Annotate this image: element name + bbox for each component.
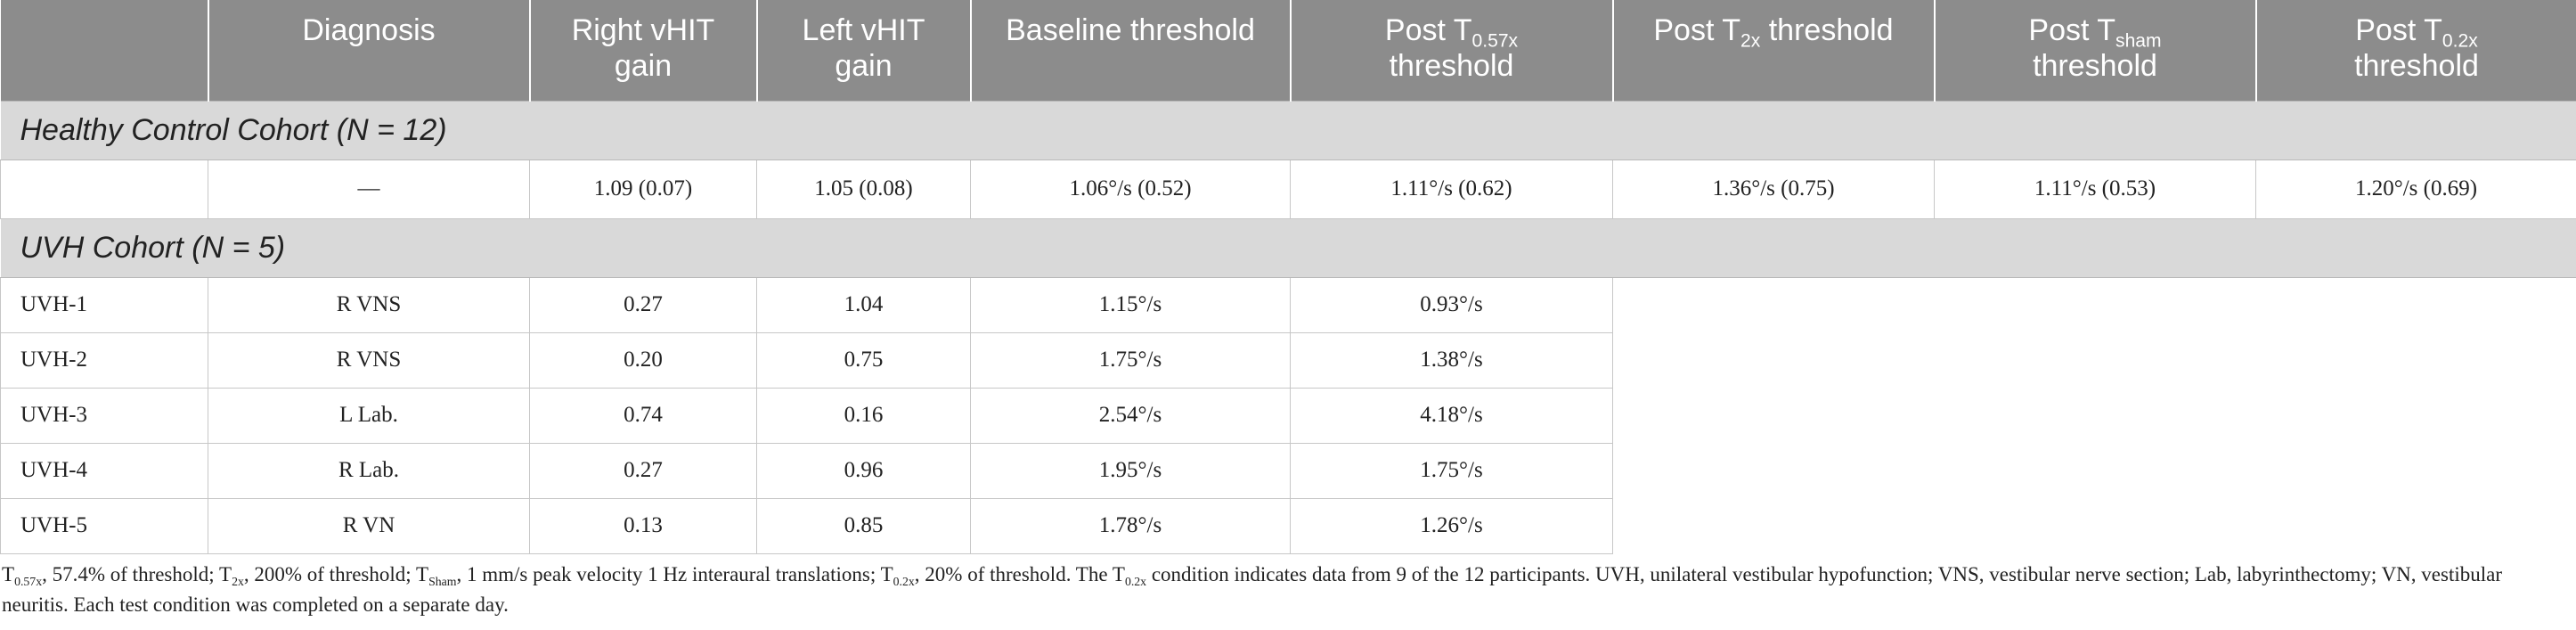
- healthy-cohort-label-n: N: [346, 112, 369, 147]
- healthy-cohort-band: Healthy Control Cohort (N = 12): [0, 100, 2576, 160]
- header-right-gain: Right vHIT gain: [529, 0, 758, 101]
- table-row: UVH-4 R Lab. 0.27 0.96 1.95°/s 1.75°/s: [0, 442, 2576, 499]
- uvh-cohort-label-n: N: [201, 230, 224, 265]
- footnote-text-3: , 1 mm/s peak velocity 1 Hz interaural t…: [456, 563, 893, 585]
- header-post-057-pre: Post T: [1384, 13, 1472, 47]
- healthy-cohort-label-pre: Healthy Control Cohort (: [20, 112, 347, 147]
- header-left-gain: Left vHIT gain: [756, 0, 972, 101]
- footnote-sub-sham: Sham: [428, 574, 457, 588]
- footnote-sub-057: 0.57x: [14, 574, 43, 588]
- table-cell: 0.75: [756, 331, 971, 389]
- header-post-2x: Post T2x threshold: [1612, 0, 1936, 101]
- header-post-2x-sub: 2x: [1740, 30, 1761, 52]
- header-right-gain-line1: Right vHIT: [571, 13, 715, 47]
- table-cell: 1.95°/s: [970, 442, 1291, 499]
- footnote-sub-2x: 2x: [232, 574, 244, 588]
- header-right-gain-line2: gain: [614, 49, 673, 83]
- header-diagnosis: Diagnosis: [208, 0, 531, 101]
- healthy-cohort-label-post: = 12): [368, 112, 447, 147]
- footnote-text-1: , 57.4% of threshold; T: [42, 563, 232, 585]
- header-left-gain-line2: gain: [835, 49, 893, 83]
- table-cell: 1.78°/s: [970, 497, 1291, 554]
- header-post-2x-post: threshold: [1760, 13, 1894, 47]
- table-cell: R VNS: [208, 331, 530, 389]
- table-cell: 1.11°/s (0.62): [1290, 159, 1613, 219]
- table-cell: L Lab.: [208, 387, 530, 444]
- table-cell: 0.27: [529, 276, 757, 333]
- table-cell: [0, 159, 208, 219]
- table-cell: 1.04: [756, 276, 971, 333]
- table-cell: 0.16: [756, 387, 971, 444]
- table-cell: 1.06°/s (0.52): [970, 159, 1291, 219]
- header-blank: [0, 0, 209, 101]
- table-cell: 1.75°/s: [1290, 442, 1613, 499]
- header-post-057-line2: threshold: [1389, 49, 1514, 83]
- header-post-sham-line2: threshold: [2033, 49, 2157, 83]
- table-cell: 1.38°/s: [1290, 331, 1613, 389]
- table-cell: 4.18°/s: [1290, 387, 1613, 444]
- header-post-sham-pre: Post T: [2028, 13, 2116, 47]
- table-cell: UVH-4: [0, 442, 208, 499]
- footnote-sub-02x-b: 0.2x: [1124, 574, 1147, 588]
- table-cell: 0.93°/s: [1290, 276, 1613, 333]
- footnote-text-4: , 20% of threshold. The T: [914, 563, 1125, 585]
- table-cell: 0.27: [529, 442, 757, 499]
- table-cell: UVH-1: [0, 276, 208, 333]
- table-cell: 0.74: [529, 387, 757, 444]
- table-cell: 1.15°/s: [970, 276, 1291, 333]
- header-post-02x-pre: Post T: [2355, 13, 2442, 47]
- header-post-02x-sub: 0.2x: [2441, 30, 2478, 52]
- table-cell: 1.26°/s: [1290, 497, 1613, 554]
- table-cell: 0.96: [756, 442, 971, 499]
- table-cell: 1.75°/s: [970, 331, 1291, 389]
- footnote-t: T: [2, 563, 15, 585]
- header-post-057: Post T0.57x threshold: [1290, 0, 1614, 101]
- header-baseline: Baseline threshold: [970, 0, 1292, 101]
- header-left-gain-line1: Left vHIT: [802, 13, 925, 47]
- table-cell: 0.20: [529, 331, 757, 389]
- uvh-cohort-band: UVH Cohort (N = 5): [0, 217, 2576, 278]
- table-footnote: T0.57x, 57.4% of threshold; T2x, 200% of…: [2, 560, 2567, 620]
- table-cell: UVH-3: [0, 387, 208, 444]
- results-table: Diagnosis Right vHIT gain Left vHIT gain…: [0, 0, 2576, 554]
- table-row: UVH-3 L Lab. 0.74 0.16 2.54°/s 4.18°/s: [0, 387, 2576, 444]
- table-row: UVH-1 R VNS 0.27 1.04 1.15°/s 0.93°/s: [0, 276, 2576, 553]
- table-cell: 1.36°/s (0.75): [1612, 159, 1935, 219]
- table-cell: UVH-2: [0, 331, 208, 389]
- footnote-sub-02x: 0.2x: [893, 574, 915, 588]
- table-cell: R VNS: [208, 276, 530, 333]
- table-cell: R VN: [208, 497, 530, 554]
- table-cell: 2.54°/s: [970, 387, 1291, 444]
- table-cell: 1.09 (0.07): [529, 159, 757, 219]
- table-cell: —: [208, 159, 530, 219]
- empty-region: [1612, 276, 2576, 553]
- footnote-text-2: , 200% of threshold; T: [243, 563, 429, 585]
- table-cell: 1.20°/s (0.69): [2255, 159, 2576, 219]
- header-row: Diagnosis Right vHIT gain Left vHIT gain…: [0, 0, 2576, 101]
- healthy-cohort-label: Healthy Control Cohort (N = 12): [0, 100, 2576, 160]
- table-cell: R Lab.: [208, 442, 530, 499]
- header-post-2x-pre: Post T: [1653, 13, 1741, 47]
- table-row: UVH-5 R VN 0.13 0.85 1.78°/s 1.26°/s: [0, 497, 2576, 554]
- table-row: — 1.09 (0.07) 1.05 (0.08) 1.06°/s (0.52)…: [0, 159, 2576, 219]
- uvh-cohort-label: UVH Cohort (N = 5): [0, 217, 2576, 278]
- uvh-cohort-label-pre: UVH Cohort (: [20, 230, 202, 265]
- table-cell: 1.05 (0.08): [756, 159, 971, 219]
- table-cell: 0.13: [529, 497, 757, 554]
- header-post-057-sub: 0.57x: [1471, 30, 1519, 52]
- header-post-sham: Post Tsham threshold: [1934, 0, 2257, 101]
- header-post-02x: Post T0.2x threshold: [2255, 0, 2576, 101]
- footnote-text-5: condition indicates data from 9 of the 1…: [2, 563, 2502, 616]
- table-cell: 1.11°/s (0.53): [1934, 159, 2256, 219]
- uvh-cohort-label-post: = 5): [224, 230, 286, 265]
- table-cell: 0.85: [756, 497, 971, 554]
- table-cell: UVH-5: [0, 497, 208, 554]
- header-post-02x-line2: threshold: [2354, 49, 2479, 83]
- header-post-sham-sub: sham: [2115, 30, 2162, 52]
